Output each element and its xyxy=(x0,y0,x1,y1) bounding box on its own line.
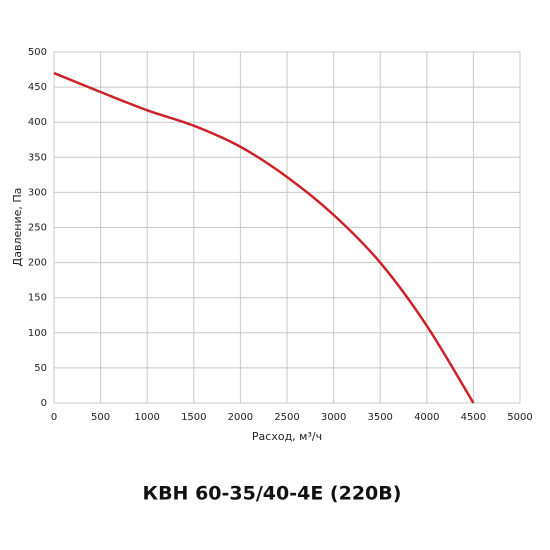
x-tick-label: 4000 xyxy=(414,412,439,423)
y-axis-label: Давление, Па xyxy=(11,188,24,267)
x-tick-label: 5000 xyxy=(507,412,532,423)
x-tick-label: 0 xyxy=(51,412,57,423)
y-tick-label: 450 xyxy=(28,82,47,93)
x-tick-label: 1000 xyxy=(134,412,159,423)
chart-title: КВН 60-35/40-4E (220B) xyxy=(143,483,402,505)
y-tick-label: 0 xyxy=(41,398,47,409)
y-tick-label: 400 xyxy=(28,117,47,128)
x-tick-label: 3000 xyxy=(321,412,346,423)
y-tick-label: 500 xyxy=(28,47,47,58)
series-line xyxy=(53,71,475,404)
y-tick-label: 150 xyxy=(28,293,47,304)
x-tick-label: 4500 xyxy=(461,412,486,423)
y-tick-label: 100 xyxy=(28,328,47,339)
x-tick-label: 500 xyxy=(91,412,110,423)
x-tick-label: 2000 xyxy=(228,412,253,423)
y-tick-label: 350 xyxy=(28,152,47,163)
x-tick-label: 2500 xyxy=(274,412,299,423)
y-tick-label: 200 xyxy=(28,258,47,269)
x-axis-label: Расход, м³/ч xyxy=(252,430,322,443)
x-tick-label: 1500 xyxy=(181,412,206,423)
x-tick-label: 3500 xyxy=(367,412,392,423)
y-tick-label: 50 xyxy=(34,363,47,374)
y-tick-label: 250 xyxy=(28,223,47,234)
y-tick-label: 300 xyxy=(28,187,47,198)
